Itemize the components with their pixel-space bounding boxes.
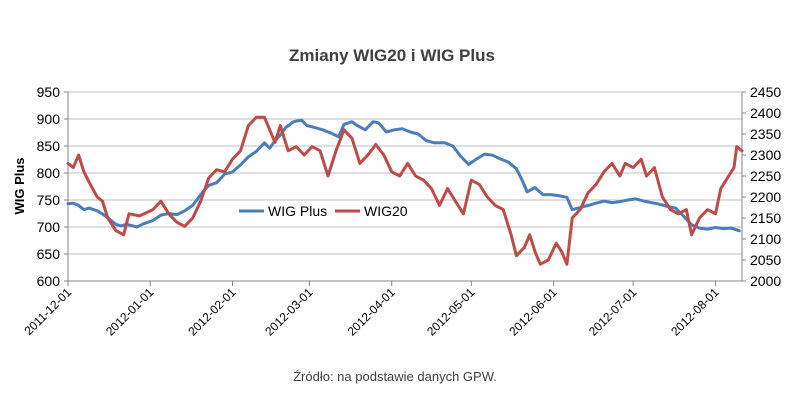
x-tick-label: 2012-06-01 (506, 285, 560, 339)
x-tick-label: 2012-01-01 (103, 285, 157, 339)
left-tick-label: 900 (37, 111, 61, 127)
x-tick-label: 2012-05-01 (424, 285, 478, 339)
legend: WIG Plus WIG20 (239, 203, 408, 219)
x-tick-label: 2012-02-01 (185, 285, 239, 339)
series-line-wig20 (66, 115, 744, 266)
left-tick-label: 650 (37, 246, 61, 262)
right-tick-label: 2450 (750, 84, 781, 100)
source-note: Źródło: na podstawie danych GPW. (293, 369, 497, 384)
left-tick-label: 950 (37, 84, 61, 100)
right-tick-label: 2150 (750, 210, 781, 226)
x-tick-label: 2012-08-01 (668, 285, 722, 339)
right-tick-label: 2050 (750, 252, 781, 268)
right-tick-label: 2000 (750, 273, 781, 289)
right-tick-label: 2400 (750, 105, 781, 121)
legend-label-wig-plus: WIG Plus (268, 203, 327, 219)
chart-title: Zmiany WIG20 i WIG Plus (289, 46, 495, 65)
series-layer (66, 115, 744, 266)
right-tick-label: 2200 (750, 189, 781, 205)
left-tick-label: 700 (37, 219, 61, 235)
y-axis-label: WIG Plus (12, 157, 27, 214)
right-axis-ticks: 2450 2400 2350 2300 2250 2200 2150 2100 2050 2000 (742, 84, 781, 289)
x-tick-label: 2012-04-01 (345, 285, 399, 339)
x-tick-label: 2011-12-01 (21, 285, 74, 338)
gridlines (68, 91, 742, 282)
plot-area (67, 92, 743, 282)
x-tick-label: 2012-07-01 (586, 285, 640, 339)
left-tick-label: 600 (37, 273, 61, 289)
right-tick-label: 2250 (750, 168, 781, 184)
right-tick-label: 2350 (750, 126, 781, 142)
left-axis-ticks: 950 900 850 800 750 700 650 600 (37, 84, 68, 289)
x-tick-label: 2012-03-01 (262, 285, 316, 339)
left-tick-label: 750 (37, 192, 61, 208)
legend-label-wig20: WIG20 (364, 203, 408, 219)
left-tick-label: 850 (37, 138, 61, 154)
right-tick-label: 2100 (750, 231, 781, 247)
left-tick-label: 800 (37, 165, 61, 181)
right-tick-label: 2300 (750, 147, 781, 163)
x-axis-ticks: 2011-12-01 2012-01-01 2012-02-01 2012-03-01… (21, 281, 722, 339)
